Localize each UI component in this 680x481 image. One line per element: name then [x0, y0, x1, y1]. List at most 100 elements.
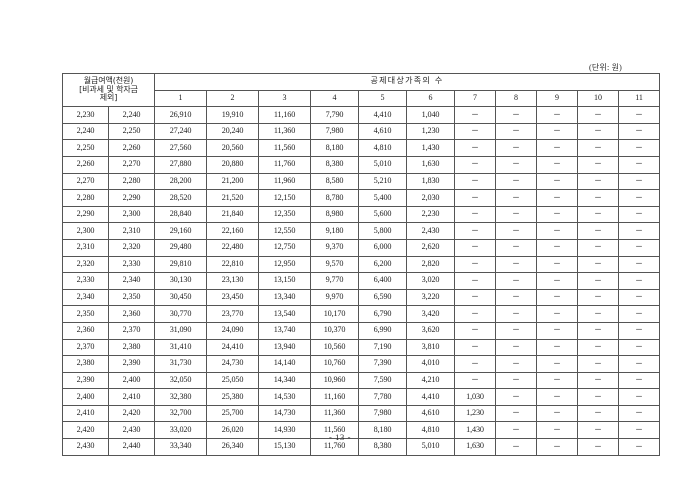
tax-amount-cell: －: [495, 404, 538, 423]
tax-amount-cell: 1,040: [406, 106, 456, 124]
tax-amount-cell: －: [536, 155, 579, 174]
tax-amount-cell: 6,000: [358, 238, 408, 257]
salary-to-cell: 2,280: [107, 172, 156, 191]
tax-amount-cell: 31,730: [154, 355, 208, 373]
salary-to-cell: 2,440: [107, 438, 156, 456]
tax-amount-cell: 6,400: [358, 272, 408, 290]
family-col-8: 8: [495, 89, 538, 108]
tax-amount-cell: 8,180: [310, 139, 360, 157]
table-row: 2,390 2,400 32,050 25,050 14,340 10,960 7,590 4…: [62, 371, 661, 390]
salary-from-cell: 2,430: [62, 438, 109, 456]
salary-to-cell: 2,410: [107, 388, 156, 406]
tax-amount-cell: 4,410: [406, 388, 456, 406]
tax-amount-cell: 13,540: [258, 305, 312, 323]
tax-amount-cell: 9,970: [310, 288, 360, 307]
tax-amount-cell: －: [577, 238, 620, 257]
tax-amount-cell: 13,150: [258, 272, 312, 290]
tax-amount-cell: －: [495, 172, 538, 191]
tax-amount-cell: －: [454, 222, 497, 240]
salary-to-cell: 2,310: [107, 222, 156, 240]
salary-from-cell: 2,300: [62, 222, 109, 240]
tax-amount-cell: 13,940: [258, 338, 312, 357]
salary-from-cell: 2,250: [62, 139, 109, 157]
family-col-1: 1: [154, 89, 208, 108]
tax-amount-cell: －: [454, 272, 497, 290]
tax-amount-cell: 30,130: [154, 272, 208, 290]
table-body: 2,230 2,240 26,910 19,910 11,160 7,790 4,410 1,…: [62, 106, 661, 456]
tax-amount-cell: 3,620: [406, 321, 456, 340]
tax-amount-cell: 25,700: [206, 404, 260, 423]
tax-amount-cell: －: [454, 255, 497, 274]
tax-amount-cell: 27,560: [154, 139, 208, 157]
family-col-3: 3: [258, 89, 312, 108]
tax-amount-cell: －: [495, 122, 538, 141]
tax-amount-cell: －: [536, 404, 579, 423]
salary-to-cell: 2,420: [107, 404, 156, 423]
tax-amount-cell: －: [495, 438, 538, 456]
salary-from-cell: 2,260: [62, 155, 109, 174]
tax-amount-cell: 4,610: [406, 404, 456, 423]
tax-amount-cell: －: [618, 404, 661, 423]
tax-amount-cell: 5,010: [358, 155, 408, 174]
tax-amount-cell: 1,030: [454, 388, 497, 406]
tax-amount-cell: －: [577, 272, 620, 290]
tax-amount-cell: －: [454, 106, 497, 124]
tax-amount-cell: 7,980: [310, 122, 360, 141]
family-col-11: 11: [618, 89, 661, 108]
tax-amount-cell: 9,770: [310, 272, 360, 290]
tax-amount-cell: 25,050: [206, 371, 260, 390]
tax-amount-cell: －: [454, 189, 497, 207]
tax-amount-cell: －: [577, 106, 620, 124]
tax-amount-cell: －: [577, 404, 620, 423]
tax-amount-cell: 7,790: [310, 106, 360, 124]
tax-amount-cell: －: [495, 338, 538, 357]
tax-amount-cell: －: [577, 122, 620, 141]
tax-amount-cell: －: [495, 205, 538, 224]
tax-amount-cell: －: [536, 139, 579, 157]
tax-amount-cell: 23,130: [206, 272, 260, 290]
salary-from-cell: 2,320: [62, 255, 109, 274]
salary-to-cell: 2,270: [107, 155, 156, 174]
tax-amount-cell: －: [495, 355, 538, 373]
tax-amount-cell: －: [618, 272, 661, 290]
table-header: 월급여액(천원) [비과세 및 학자금 제외] 공제대상가족의 수 1 2 3 …: [61, 72, 661, 108]
tax-amount-cell: －: [454, 338, 497, 357]
tax-amount-cell: －: [454, 122, 497, 141]
family-col-6: 6: [406, 89, 456, 108]
tax-amount-cell: －: [577, 388, 620, 406]
table-row: 2,320 2,330 29,810 22,810 12,950 9,570 6,200 2,…: [62, 255, 661, 274]
tax-amount-cell: 10,560: [310, 338, 360, 357]
table-row: 2,410 2,420 32,700 25,700 14,730 11,360 7,980 4…: [62, 404, 661, 423]
tax-amount-cell: －: [495, 139, 538, 157]
tax-amount-cell: 29,160: [154, 222, 208, 240]
tax-amount-cell: －: [454, 205, 497, 224]
tax-amount-cell: －: [454, 238, 497, 257]
tax-amount-cell: 29,480: [154, 238, 208, 257]
salary-to-cell: 2,390: [107, 355, 156, 373]
salary-from-cell: 2,230: [62, 106, 109, 124]
page-number: - 13 -: [328, 432, 351, 442]
tax-amount-cell: －: [495, 371, 538, 390]
tax-amount-cell: 1,630: [406, 155, 456, 174]
tax-amount-cell: 28,840: [154, 205, 208, 224]
table-row: 2,250 2,260 27,560 20,560 11,560 8,180 4,810 1,…: [62, 139, 661, 157]
tax-amount-cell: 2,030: [406, 189, 456, 207]
tax-amount-cell: 12,350: [258, 205, 312, 224]
tax-amount-cell: 5,800: [358, 222, 408, 240]
salary-to-cell: 2,380: [107, 338, 156, 357]
tax-amount-cell: 14,730: [258, 404, 312, 423]
tax-amount-cell: －: [536, 272, 579, 290]
tax-amount-cell: 11,760: [258, 155, 312, 174]
table-row: 2,300 2,310 29,160 22,160 12,550 9,180 5,800 2,…: [62, 222, 661, 240]
salary-from-cell: 2,390: [62, 371, 109, 390]
tax-amount-cell: 6,990: [358, 321, 408, 340]
salary-range-header: 월급여액(천원) [비과세 및 학자금 제외]: [61, 72, 156, 108]
salary-from-cell: 2,360: [62, 321, 109, 340]
tax-amount-cell: －: [536, 189, 579, 207]
salary-from-cell: 2,310: [62, 238, 109, 257]
salary-to-cell: 2,360: [107, 305, 156, 323]
tax-amount-cell: －: [577, 305, 620, 323]
tax-amount-cell: 24,410: [206, 338, 260, 357]
tax-amount-cell: －: [495, 238, 538, 257]
